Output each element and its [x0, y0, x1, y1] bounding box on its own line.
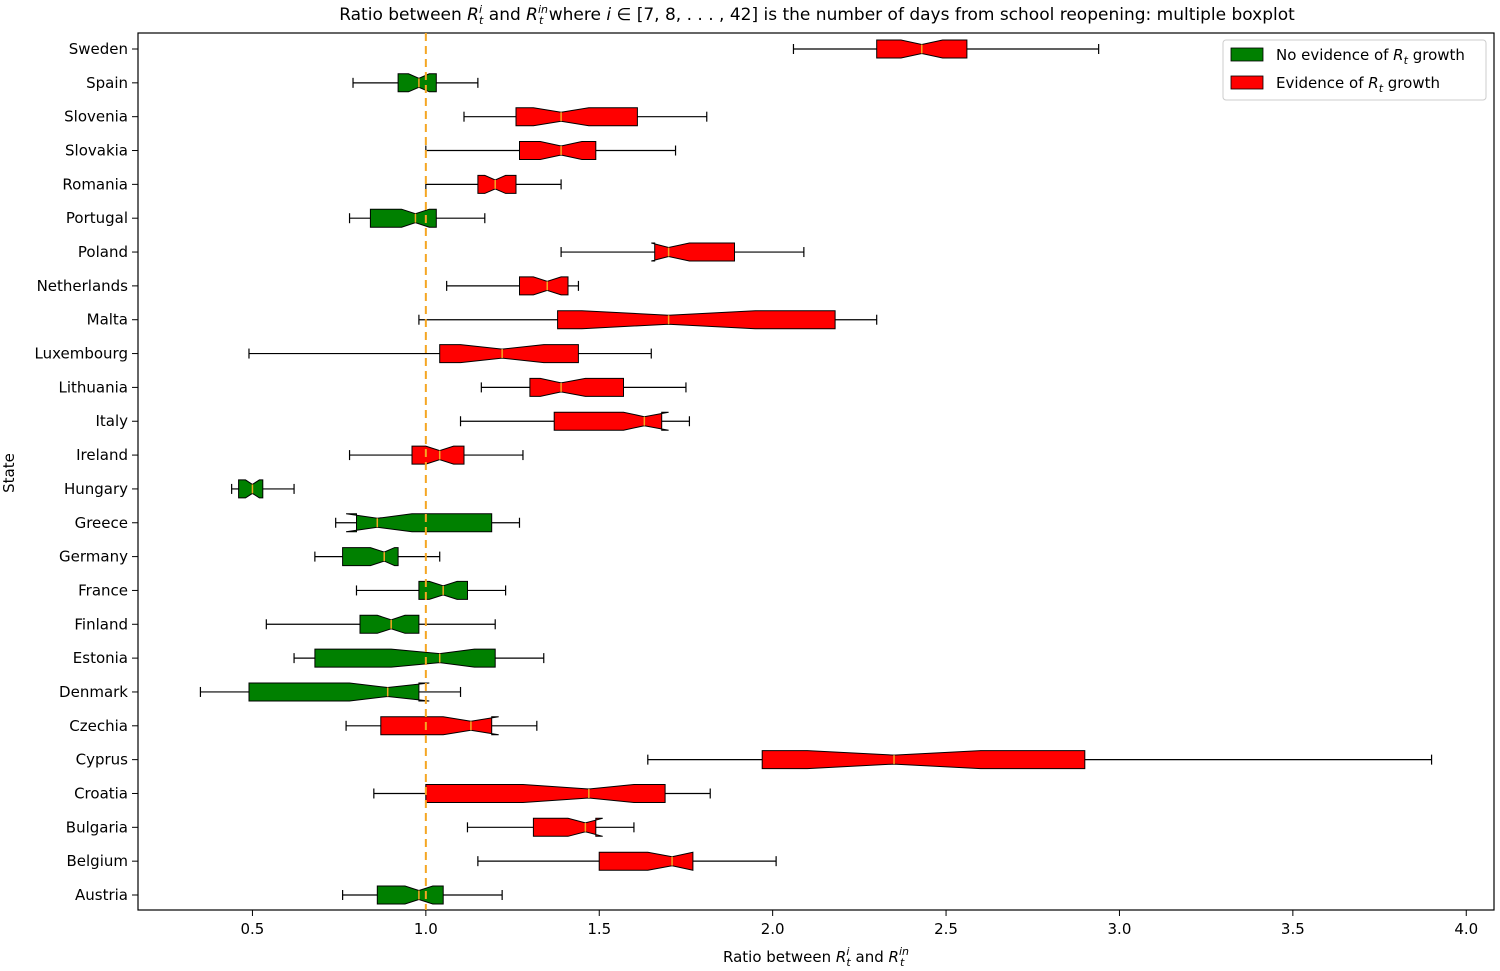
- box-body: [376, 885, 444, 905]
- y-tick-label-denmark: Denmark: [59, 683, 128, 701]
- legend-label-growth: Evidence of Rt growth: [1276, 74, 1440, 95]
- y-tick-label-cyprus: Cyprus: [76, 751, 129, 769]
- box-estonia: [293, 648, 545, 668]
- chart-title: Ratio between Ri t and Rin t where i ∈ [7,…: [339, 3, 1295, 27]
- box-romania: [425, 174, 562, 194]
- box-body: [439, 344, 579, 364]
- box-body: [411, 445, 465, 465]
- x-tick-label: 2.0: [761, 920, 785, 938]
- box-body: [314, 648, 496, 668]
- box-body: [425, 784, 666, 803]
- box-body: [359, 614, 420, 634]
- y-tick-label-hungary: Hungary: [64, 480, 128, 498]
- y-tick-label-ireland: Ireland: [76, 446, 128, 464]
- y-tick-label-slovakia: Slovakia: [65, 142, 128, 160]
- box-finland: [265, 614, 496, 634]
- boxplot-series: [199, 39, 1433, 905]
- y-axis: Sweden Spain Slovenia Slovakia Romania Portug…: [35, 40, 138, 904]
- y-tick-label-bulgaria: Bulgaria: [66, 818, 128, 836]
- legend-frame: [1222, 39, 1487, 101]
- box-body: [529, 377, 624, 397]
- box-czechia: [345, 716, 538, 736]
- box-luxembourg: [248, 344, 652, 364]
- box-poland: [560, 242, 805, 262]
- box-body: [532, 817, 603, 837]
- box-body: [248, 682, 430, 702]
- box-body: [557, 310, 836, 330]
- y-tick-label-sweden: Sweden: [69, 40, 128, 58]
- box-body: [519, 141, 597, 160]
- y-tick-label-croatia: Croatia: [74, 784, 128, 802]
- y-tick-label-portugal: Portugal: [66, 209, 128, 227]
- y-tick-label-malta: Malta: [87, 311, 128, 329]
- box-spain: [352, 73, 479, 93]
- box-body: [369, 208, 437, 228]
- box-body: [651, 242, 735, 262]
- y-tick-label-greece: Greece: [75, 514, 128, 532]
- y-tick-label-luxembourg: Luxembourg: [35, 345, 129, 363]
- box-cyprus: [647, 750, 1433, 770]
- y-tick-label-estonia: Estonia: [73, 649, 128, 667]
- box-ireland: [348, 445, 524, 465]
- box-body: [346, 513, 493, 533]
- box-lithuania: [480, 377, 687, 397]
- y-tick-label-finland: Finland: [74, 615, 128, 633]
- plot-area: [137, 32, 1495, 911]
- box-germany: [314, 547, 441, 567]
- y-tick-label-lithuania: Lithuania: [59, 378, 128, 396]
- y-tick-label-spain: Spain: [86, 74, 128, 92]
- box-body: [380, 716, 499, 736]
- x-axis: 0.5 1.0 1.5 2.0 2.5 3.0 3.5 4.0: [241, 910, 1478, 938]
- box-body: [598, 851, 694, 871]
- box-portugal: [348, 208, 486, 228]
- legend-swatch-growth: [1230, 75, 1264, 90]
- box-malta: [418, 310, 878, 330]
- legend: No evidence of Rt growth Evidence of Rt …: [1222, 39, 1487, 101]
- y-tick-label-netherlands: Netherlands: [37, 277, 129, 295]
- y-tick-label-slovenia: Slovenia: [64, 108, 128, 126]
- box-body: [397, 73, 437, 93]
- box-belgium: [477, 851, 777, 871]
- x-tick-label: 2.5: [934, 920, 958, 938]
- x-axis-label: Ratio between Ri t and Rin t: [723, 945, 909, 969]
- y-tick-label-germany: Germany: [59, 548, 128, 566]
- box-body: [342, 547, 399, 567]
- y-tick-label-czechia: Czechia: [69, 717, 128, 735]
- y-tick-label-austria: Austria: [75, 886, 128, 904]
- box-body: [519, 276, 569, 296]
- box-slovenia: [463, 107, 708, 127]
- box-france: [355, 580, 507, 600]
- box-body: [477, 174, 517, 194]
- box-greece: [335, 513, 521, 533]
- y-tick-label-romania: Romania: [62, 175, 128, 193]
- box-body: [553, 411, 669, 431]
- chart-title-text: Ratio between Ri t and Rin t where i ∈ [7,…: [339, 3, 1295, 27]
- y-tick-label-belgium: Belgium: [67, 852, 129, 870]
- y-tick-label-italy: Italy: [95, 412, 128, 430]
- y-tick-label-france: France: [78, 581, 128, 599]
- box-body: [515, 107, 638, 127]
- box-sweden: [792, 39, 1100, 59]
- box-austria: [342, 885, 503, 905]
- box-slovakia: [425, 141, 677, 160]
- x-tick-label: 0.5: [241, 920, 265, 938]
- y-axis-label: State: [0, 453, 18, 493]
- x-tick-label: 3.5: [1281, 920, 1305, 938]
- y-tick-label-poland: Poland: [78, 243, 128, 261]
- box-netherlands: [446, 276, 580, 296]
- box-bulgaria: [466, 817, 635, 837]
- box-hungary: [231, 479, 295, 499]
- box-denmark: [199, 682, 462, 702]
- x-tick-label: 1.0: [414, 920, 438, 938]
- box-body: [761, 750, 1086, 770]
- box-body: [238, 479, 264, 499]
- legend-swatch-no-growth: [1230, 47, 1264, 62]
- legend-label-no-growth: No evidence of Rt growth: [1276, 46, 1465, 67]
- box-italy: [459, 411, 691, 431]
- box-croatia: [373, 784, 711, 803]
- x-tick-label: 3.0: [1108, 920, 1132, 938]
- x-tick-label: 4.0: [1454, 920, 1478, 938]
- x-tick-label: 1.5: [587, 920, 611, 938]
